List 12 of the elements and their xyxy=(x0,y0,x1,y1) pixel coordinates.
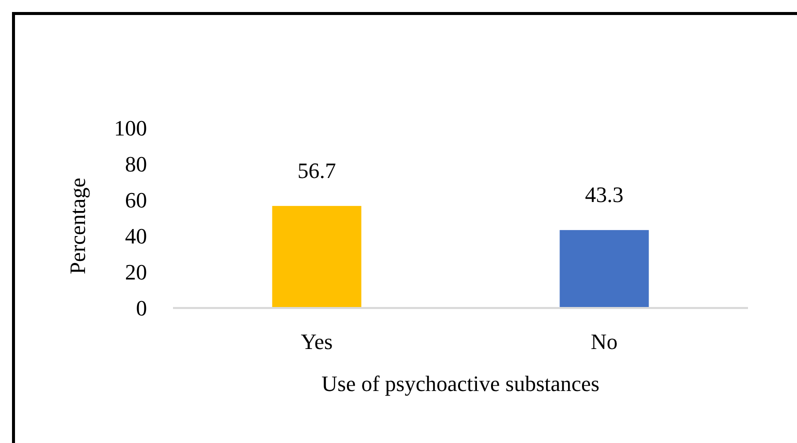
y-tick-label: 60 xyxy=(125,188,147,213)
y-tick-label: 100 xyxy=(114,116,147,141)
y-tick-label: 40 xyxy=(125,224,147,249)
y-tick-label: 80 xyxy=(125,152,147,177)
y-tick-label: 20 xyxy=(125,260,147,285)
x-tick-label: Yes xyxy=(300,329,333,354)
data-label: 56.7 xyxy=(298,158,336,183)
x-axis-title: Use of psychoactive substances xyxy=(322,371,600,396)
data-label: 43.3 xyxy=(585,182,624,208)
x-tick-label: No xyxy=(590,329,618,354)
y-axis-title: Percentage xyxy=(65,178,90,274)
y-tick-label: 0 xyxy=(136,296,147,321)
